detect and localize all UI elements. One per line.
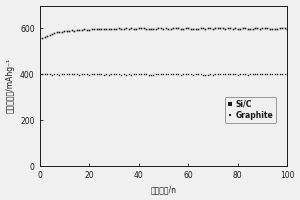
Graphite — [285, 73, 289, 76]
Graphite — [268, 73, 272, 76]
Si/C — [97, 28, 101, 30]
Graphite — [107, 74, 111, 76]
Si/C — [87, 28, 91, 31]
Line: Graphite: Graphite — [41, 73, 288, 76]
Y-axis label: 放电比容量/mAhg⁻¹: 放电比容量/mAhg⁻¹ — [6, 58, 15, 113]
Legend: Si/C, Graphite: Si/C, Graphite — [225, 97, 276, 123]
Si/C — [186, 27, 190, 29]
Si/C — [221, 27, 225, 29]
Graphite — [278, 73, 282, 75]
Graphite — [87, 73, 91, 76]
X-axis label: 循环次数/n: 循环次数/n — [150, 185, 176, 194]
Si/C — [40, 37, 44, 40]
Line: Si/C: Si/C — [41, 27, 288, 39]
Si/C — [285, 27, 289, 30]
Si/C — [275, 28, 279, 30]
Si/C — [167, 27, 170, 30]
Graphite — [169, 73, 172, 76]
Si/C — [268, 27, 272, 30]
Graphite — [189, 73, 192, 76]
Graphite — [40, 73, 44, 75]
Graphite — [97, 73, 101, 75]
Graphite — [275, 73, 279, 76]
